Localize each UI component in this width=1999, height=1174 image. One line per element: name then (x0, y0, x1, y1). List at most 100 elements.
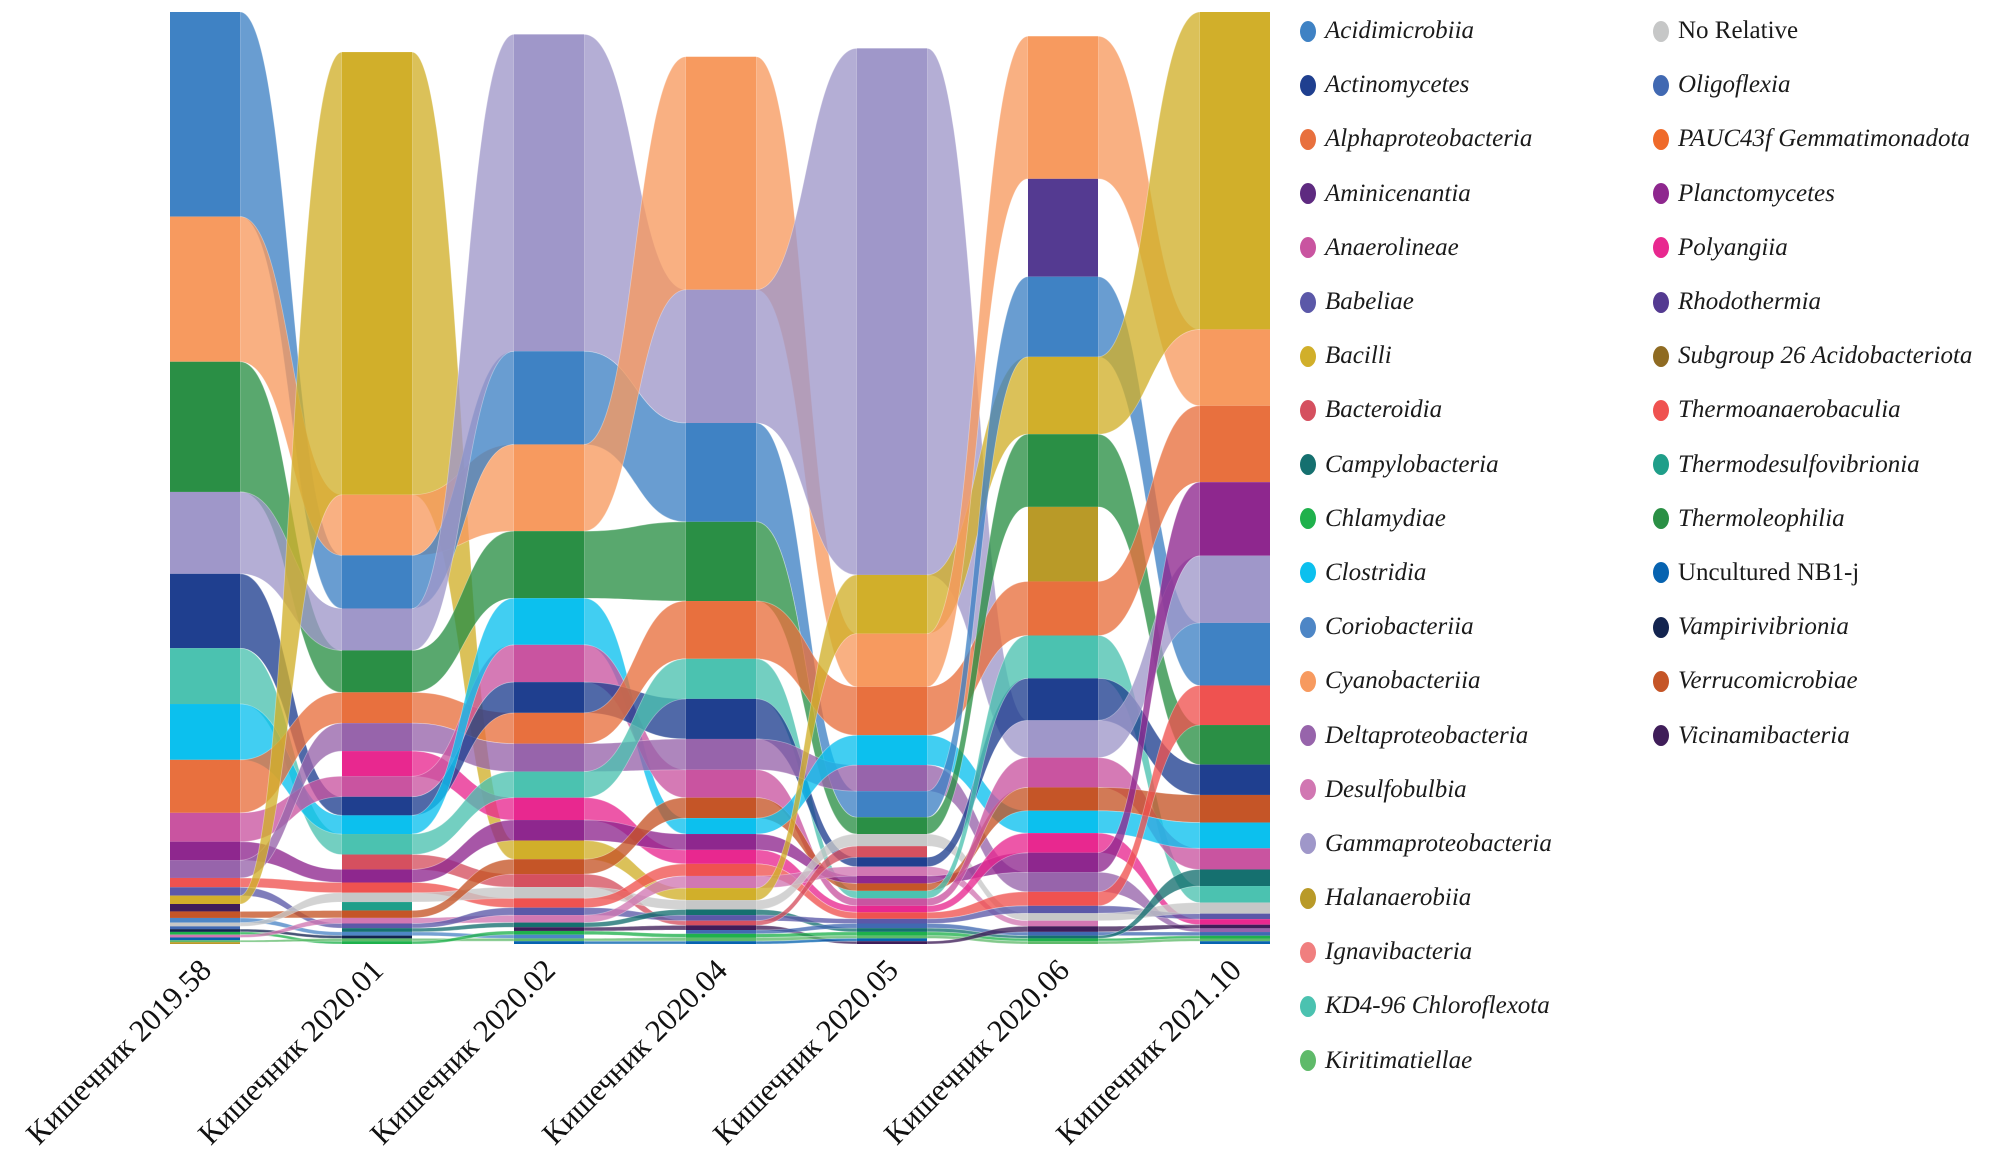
legend-item-bacteroidia: Bacteroidia (1300, 383, 1552, 437)
ribbons-layer (239, 11, 1201, 945)
legend-label: Bacilli (1325, 342, 1392, 370)
bar-segment-thermoleophilia (857, 817, 927, 835)
stack-6 (1028, 36, 1098, 944)
bar-segment-oligoflexia (170, 926, 240, 930)
legend-label: Verrucomicrobiae (1678, 667, 1858, 695)
bar-segment-acidimicrobiia (686, 423, 756, 522)
legend-swatch-icon (1653, 20, 1669, 42)
legend-swatch-icon (1653, 725, 1669, 747)
legend-swatch-icon (1300, 291, 1316, 313)
legend-item-babeliae: Babeliae (1300, 275, 1552, 329)
bar-segment-desulfobulbia (342, 917, 412, 924)
bar-segment-planctomycetes (1028, 852, 1098, 873)
bar-segment-vampirivibrionia (342, 935, 412, 939)
legend-item-actinomycetes: Actinomycetes (1300, 58, 1552, 112)
bar-segment-oligoflexia (1200, 932, 1270, 936)
bar-segment-actinomycetes (514, 682, 584, 713)
legend-label: PAUC43f Gemmatimonadota (1678, 125, 1970, 153)
bar-segment-vicinamibacteria (857, 941, 927, 944)
bar-segment-no-relative (857, 834, 927, 847)
bar-segment-gammaproteobacteria (1028, 720, 1098, 758)
bar-segment-thermoanaerobaculia (686, 863, 756, 876)
bar-segment-desulfobulbia (857, 866, 927, 876)
legend-label: Campylobacteria (1325, 450, 1499, 478)
bar-segment-thermoanaerobaculia (170, 877, 240, 888)
bar-segment-chlamydiae (686, 933, 756, 938)
bar-segment-actinomycetes (1028, 678, 1098, 721)
ribbon-uncultured-nb1-j-3-4 (583, 940, 687, 945)
legend-label: Thermoanaerobaculia (1678, 396, 1901, 424)
legend-label: No Relative (1678, 17, 1799, 45)
legend-label: Cyanobacteriia (1325, 667, 1481, 695)
bar-segment-acidimicrobiia (857, 791, 927, 818)
bar-segment-gammaproteobacteria (342, 608, 412, 651)
bar-segment-coriobacteriia (514, 934, 584, 939)
bar-segment-uncultured-nb1-j (170, 937, 240, 941)
legend-item-subgroup-26-acidobacteriota: Subgroup 26 Acidobacteriota (1653, 329, 1972, 383)
bar-segment-halanaerobiia (170, 942, 240, 944)
legend-label: Deltaproteobacteria (1325, 721, 1529, 749)
bar-segment-acidimicrobiia (1200, 622, 1270, 686)
legend-item-chlamydiae: Chlamydiae (1300, 492, 1552, 546)
bar-segment-acidimicrobiia (342, 555, 412, 609)
legend-label: Halanaerobiia (1325, 884, 1472, 912)
stack-1 (170, 12, 240, 944)
legend-label: Thermodesulfovibrionia (1678, 450, 1920, 478)
bar-segment-thermoanaerobaculia (514, 898, 584, 908)
bar-segment-chlamydiae (342, 941, 412, 944)
legend-item-thermoanaerobaculia: Thermoanaerobaculia (1653, 383, 1972, 437)
bar-segment-alphaproteobacteria (514, 712, 584, 744)
bar-segment-anaerolineae (857, 898, 927, 906)
bar-segment-vampirivibrionia (170, 929, 240, 932)
stack-5 (857, 48, 927, 944)
bar-segment-chlamydiae (170, 931, 240, 935)
bar-segment-planctomycetes (514, 820, 584, 841)
bar-segment-thermoleophilia (342, 650, 412, 693)
bar-segment-babeliae (686, 915, 756, 921)
bar-segment-planctomycetes (342, 869, 412, 883)
x-tick-label: Кишечник 2021.10 (1049, 952, 1248, 1151)
x-tick-label: Кишечник 2020.01 (191, 952, 390, 1151)
bar-segment-uncultured-nb1-j (857, 938, 927, 942)
legend-item-kiritimatiellae: Kiritimatiellae (1300, 1034, 1552, 1088)
bar-segment-anaerolineae (342, 776, 412, 797)
bar-segment-kiritimatiellae (686, 937, 756, 942)
legend-swatch-icon (1653, 74, 1669, 96)
bar-segment-deltaproteobacteria (1200, 928, 1270, 933)
x-tick-label: Кишечник 2019.58 (19, 952, 218, 1151)
legend-swatch-icon (1300, 833, 1316, 855)
legend-item-bacilli: Bacilli (1300, 329, 1552, 383)
legend-swatch-icon (1653, 183, 1669, 205)
legend-item-thermodesulfovibrionia: Thermodesulfovibrionia (1653, 438, 1972, 492)
bar-segment-bacilli (857, 574, 927, 634)
bar-segment-planctomycetes (170, 841, 240, 861)
bar-segment-kd4-96-chloroflexota (342, 834, 412, 855)
bar-segment-polyangiia (1028, 833, 1098, 853)
bar-segment-kiritimatiellae (1200, 938, 1270, 942)
bar-segment-deltaproteobacteria (514, 743, 584, 772)
legend-label: Chlamydiae (1325, 504, 1446, 532)
bar-segment-vicinamibacteria (686, 925, 756, 931)
bar-segment-uncultured-nb1-j (514, 941, 584, 944)
bar-segment-vicinamibacteria (514, 927, 584, 931)
bar-segment-bacilli (170, 895, 240, 905)
legend-swatch-icon (1653, 399, 1669, 421)
ribbon-kiritimatiellae-3-4 (583, 937, 687, 942)
legend-item-cyanobacteriia: Cyanobacteriia (1300, 654, 1552, 708)
bar-segment-chlamydiae (514, 930, 584, 935)
legend-swatch-icon (1653, 616, 1669, 638)
bar-segment-chlamydiae (1028, 938, 1098, 942)
bar-segment-kd4-96-chloroflexota (1028, 635, 1098, 679)
bar-segment-polyangiia (686, 849, 756, 864)
bar-segment-no-relative (686, 900, 756, 910)
bar-segment-acidimicrobiia (1028, 276, 1098, 357)
legend-label: Subgroup 26 Acidobacteriota (1678, 342, 1973, 370)
legend-swatch-icon (1300, 345, 1316, 367)
bar-segment-babeliae (1028, 905, 1098, 914)
bar-segment-polyangiia (342, 751, 412, 777)
legend-label: Anaerolineae (1325, 233, 1459, 261)
bar-segment-actinomycetes (857, 857, 927, 867)
bar-segment-alphaproteobacteria (686, 601, 756, 659)
bar-segment-campylobacteria (686, 909, 756, 916)
